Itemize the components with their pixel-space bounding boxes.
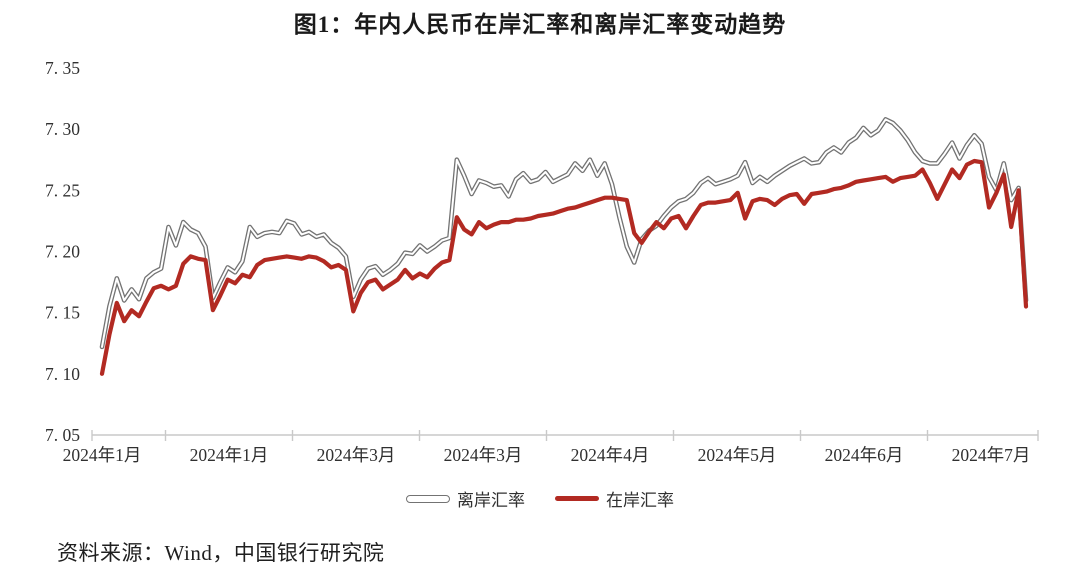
- y-axis-label: 7. 30: [45, 119, 80, 139]
- x-axis-label: 2024年6月: [825, 445, 904, 465]
- y-axis-label: 7. 20: [45, 242, 80, 262]
- offshore-line-outer: [99, 117, 1029, 350]
- legend-item-onshore: 在岸汇率: [555, 486, 674, 511]
- onshore-line: [99, 158, 1029, 376]
- source-note: 资料来源：Wind，中国银行研究院: [57, 541, 385, 565]
- x-axis-label: 2024年7月: [952, 445, 1031, 465]
- y-axis-label: 7. 15: [45, 303, 80, 323]
- y-axis-label: 7. 35: [45, 58, 80, 78]
- offshore-line-core: [101, 118, 1027, 348]
- chart-title: 图1：年内人民币在岸汇率和离岸汇率变动趋势: [293, 12, 787, 37]
- onshore-line-sample-icon: [555, 496, 599, 501]
- x-axis-label: 2024年1月: [63, 445, 142, 465]
- y-axis-label: 7. 05: [45, 425, 80, 445]
- x-axis-label: 2024年3月: [444, 445, 523, 465]
- y-axis-label: 7. 10: [45, 364, 80, 384]
- legend-label-onshore: 在岸汇率: [606, 491, 674, 510]
- legend-item-offshore: 离岸汇率: [406, 486, 525, 511]
- legend: 离岸汇率 在岸汇率: [0, 486, 1080, 511]
- legend-label-offshore: 离岸汇率: [457, 491, 525, 510]
- x-axis-label: 2024年5月: [698, 445, 777, 465]
- x-axis-label: 2024年3月: [317, 445, 396, 465]
- offshore-line-sample-icon: [406, 494, 450, 503]
- x-axis-label: 2024年1月: [190, 445, 269, 465]
- x-axis-label: 2024年4月: [571, 445, 650, 465]
- y-axis-label: 7. 25: [45, 180, 80, 200]
